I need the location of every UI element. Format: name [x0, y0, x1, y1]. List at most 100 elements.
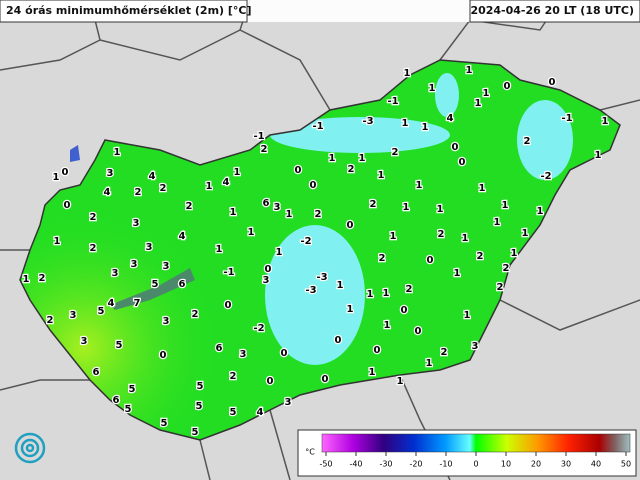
station-value: 1: [23, 274, 30, 285]
station-value: 0: [267, 376, 274, 387]
legend-tick-label: 30: [561, 460, 571, 469]
station-value: 1: [378, 170, 385, 181]
station-value: 2: [438, 229, 445, 240]
station-value: 0: [160, 350, 167, 361]
legend-tick-label: 40: [591, 460, 601, 469]
station-value: 4: [447, 113, 454, 124]
station-value: 2: [406, 284, 413, 295]
station-value: 0: [335, 335, 342, 346]
station-value: 0: [549, 77, 556, 88]
station-value: -1: [387, 96, 398, 107]
station-value: 1: [276, 247, 283, 258]
station-value: 1: [426, 358, 433, 369]
station-value: 1: [403, 202, 410, 213]
station-value: 5: [196, 401, 203, 412]
station-value: 5: [152, 279, 159, 290]
station-value: 0: [452, 142, 459, 153]
station-value: 0: [347, 220, 354, 231]
legend-tick-label: 10: [501, 460, 511, 469]
station-value: -2: [540, 171, 551, 182]
station-value: 4: [179, 231, 186, 242]
station-value: 5: [197, 381, 204, 392]
station-value: 3: [163, 261, 170, 272]
station-value: 1: [502, 200, 509, 211]
logo: [14, 432, 46, 464]
station-value: 1: [234, 167, 241, 178]
station-value: 1: [216, 244, 223, 255]
station-value: 2: [477, 251, 484, 262]
station-value: 0: [459, 157, 466, 168]
station-value: 6: [179, 279, 186, 290]
station-value: 2: [160, 183, 167, 194]
station-value: 0: [62, 167, 69, 178]
station-value: 6: [263, 198, 270, 209]
legend-tick-label: -10: [439, 460, 452, 469]
station-value: 7: [134, 298, 141, 309]
station-value: 2: [230, 371, 237, 382]
station-value: 1: [54, 236, 61, 247]
station-value: -2: [300, 236, 311, 247]
station-value: 5: [116, 340, 123, 351]
station-value: 2: [370, 199, 377, 210]
title: 24 órás minimumhőmérséklet (2m) [°C]: [6, 4, 252, 17]
station-value: 2: [90, 243, 97, 254]
title-box: [0, 0, 248, 23]
station-value: 1: [329, 153, 336, 164]
station-value: -2: [253, 323, 264, 334]
legend-tick-label: 50: [621, 460, 631, 469]
station-value: 2: [503, 263, 510, 274]
station-value: 0: [265, 264, 272, 275]
station-value: 2: [135, 187, 142, 198]
station-value: 3: [163, 316, 170, 327]
station-value: 1: [53, 172, 60, 183]
station-value: 4: [108, 298, 115, 309]
station-value: 6: [216, 343, 223, 354]
station-value: 3: [274, 202, 281, 213]
station-value: 1: [114, 147, 121, 158]
station-value: -1: [561, 113, 572, 124]
timestamp: 2024-04-26 20 LT (18 UTC): [470, 4, 634, 17]
station-value: 1: [494, 217, 501, 228]
station-value: 1: [404, 68, 411, 79]
station-value: 1: [337, 280, 344, 291]
station-value: -3: [305, 285, 316, 296]
station-value: 0: [281, 348, 288, 359]
station-value: 3: [146, 242, 153, 253]
station-value: 3: [107, 168, 114, 179]
station-value: 2: [261, 144, 268, 155]
station-value: 1: [367, 289, 374, 300]
legend-ticks: -50 -40 -30 -20 -10 0 10 20 30 40 50: [319, 452, 631, 469]
station-value: 2: [392, 147, 399, 158]
station-value: 1: [206, 181, 213, 192]
station-value: 1: [347, 304, 354, 315]
station-value: 2: [497, 282, 504, 293]
station-value: 4: [257, 407, 264, 418]
station-value: 5: [125, 404, 132, 415]
station-value: 2: [39, 273, 46, 284]
station-value: 1: [402, 118, 409, 129]
station-value: 2: [315, 209, 322, 220]
station-value: -3: [316, 272, 327, 283]
legend-tick-label: -20: [409, 460, 422, 469]
station-value: 5: [192, 427, 199, 438]
station-value: 1: [230, 207, 237, 218]
station-value: 1: [384, 320, 391, 331]
station-value: 1: [369, 367, 376, 378]
station-value: 3: [112, 268, 119, 279]
station-value: 3: [285, 397, 292, 408]
station-value: 1: [390, 231, 397, 242]
legend-tick-label: 20: [531, 460, 541, 469]
station-value: -1: [253, 131, 264, 142]
station-value: 4: [223, 177, 230, 188]
legend-tick-label: -50: [319, 460, 332, 469]
legend-tick-label: -40: [349, 460, 362, 469]
station-value: -1: [223, 267, 234, 278]
station-value: 2: [186, 201, 193, 212]
station-value: 1: [462, 233, 469, 244]
station-value: 6: [113, 395, 120, 406]
station-value: 4: [149, 171, 156, 182]
station-value: 1: [479, 183, 486, 194]
station-value: 5: [230, 407, 237, 418]
